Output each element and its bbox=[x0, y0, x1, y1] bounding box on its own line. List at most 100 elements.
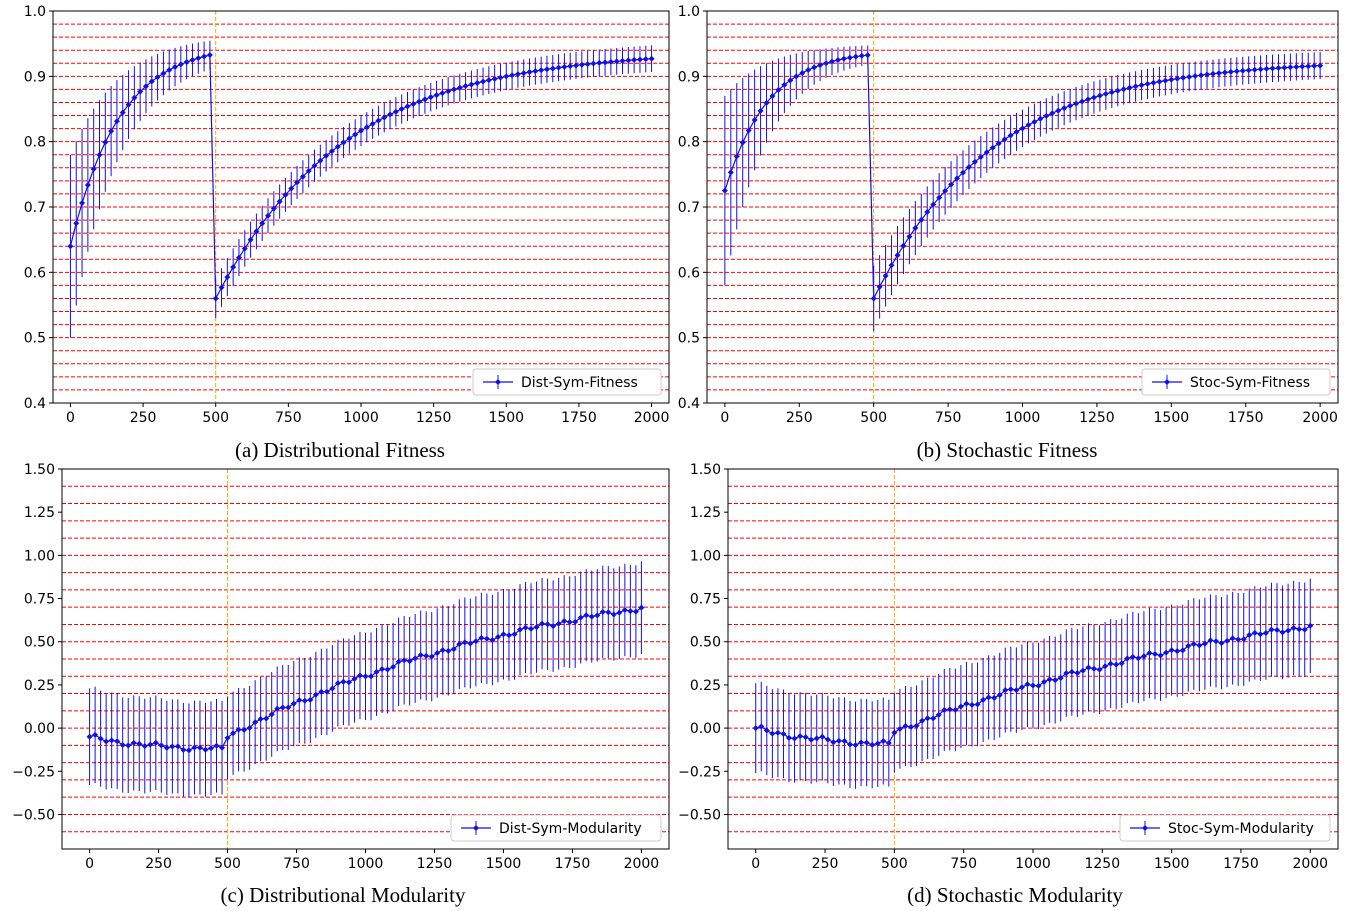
data-point bbox=[185, 747, 192, 754]
data-point bbox=[147, 741, 154, 748]
data-point bbox=[252, 719, 259, 726]
data-point bbox=[528, 625, 535, 632]
data-point bbox=[573, 62, 580, 69]
x-tick-label: 0 bbox=[66, 410, 75, 426]
data-point bbox=[1186, 73, 1193, 80]
caption-b: (b) Stochastic Fitness bbox=[917, 438, 1098, 462]
data-point bbox=[373, 668, 380, 675]
data-point bbox=[1293, 63, 1300, 70]
data-point bbox=[169, 743, 176, 750]
legend-label: Stoc-Sym-Fitness bbox=[1190, 375, 1310, 391]
data-point bbox=[763, 727, 770, 734]
data-point bbox=[919, 717, 926, 724]
x-tick-label: 1750 bbox=[555, 856, 591, 872]
x-tick-label: 1500 bbox=[1154, 856, 1190, 872]
y-tick-label: 0.7 bbox=[678, 200, 700, 216]
data-point bbox=[125, 742, 132, 749]
x-tick-label: 250 bbox=[786, 410, 813, 426]
data-point bbox=[1002, 687, 1009, 694]
data-point bbox=[769, 93, 776, 100]
x-tick-label: 500 bbox=[214, 856, 241, 872]
data-point bbox=[539, 620, 546, 627]
data-point bbox=[621, 606, 628, 613]
data-point bbox=[817, 62, 824, 69]
plot-area bbox=[707, 11, 1338, 403]
data-point bbox=[1046, 676, 1053, 683]
data-point bbox=[491, 75, 498, 82]
panel-stochastic-fitness: 0 250 500 750 1000 1250 1500 1750 2000 0.4 0.5 0.6 0… bbox=[678, 4, 1339, 426]
x-tick-label: 1250 bbox=[1079, 410, 1115, 426]
data-point bbox=[948, 181, 955, 188]
data-point bbox=[439, 647, 446, 654]
panel-distributional-modularity: 0 250 500 750 1000 1250 1500 1750 2000 −0.50 −0.25… bbox=[12, 462, 670, 872]
data-point bbox=[334, 143, 341, 150]
data-point bbox=[1307, 622, 1314, 629]
data-point bbox=[1285, 627, 1292, 634]
data-point bbox=[369, 120, 376, 127]
data-point bbox=[894, 252, 901, 259]
data-point bbox=[1262, 630, 1269, 637]
data-point bbox=[247, 236, 254, 243]
data-point bbox=[787, 77, 794, 84]
data-point bbox=[362, 673, 369, 680]
data-point bbox=[1043, 112, 1050, 119]
legend: Stoc-Sym-Fitness bbox=[1141, 368, 1331, 396]
data-point bbox=[503, 73, 510, 80]
data-point bbox=[1063, 670, 1070, 677]
data-point bbox=[1168, 76, 1175, 83]
data-point bbox=[902, 722, 909, 729]
y-tick-label: 1.00 bbox=[690, 548, 721, 564]
data-point bbox=[572, 618, 579, 625]
data-point bbox=[456, 641, 463, 648]
data-point bbox=[823, 60, 830, 67]
x-tick-label: 2000 bbox=[1302, 410, 1338, 426]
data-point bbox=[763, 99, 770, 106]
data-point bbox=[625, 57, 632, 64]
x-tick-label: 2000 bbox=[1292, 856, 1328, 872]
x-tick-label: 750 bbox=[275, 410, 302, 426]
data-point bbox=[279, 704, 286, 711]
data-point bbox=[363, 124, 370, 131]
data-point bbox=[257, 716, 264, 723]
data-point bbox=[500, 631, 507, 638]
data-point bbox=[461, 639, 468, 646]
data-point bbox=[318, 688, 325, 695]
data-point bbox=[1024, 681, 1031, 688]
data-point bbox=[942, 187, 949, 194]
data-point bbox=[212, 295, 219, 302]
data-point bbox=[137, 88, 144, 95]
data-point bbox=[90, 165, 97, 172]
data-point bbox=[638, 604, 645, 611]
data-point bbox=[1073, 100, 1080, 107]
x-tick-label: 1750 bbox=[561, 410, 597, 426]
data-point bbox=[224, 274, 231, 281]
data-point bbox=[356, 672, 363, 679]
data-point bbox=[1281, 64, 1288, 71]
data-point bbox=[550, 623, 557, 630]
data-point bbox=[930, 201, 937, 208]
data-point bbox=[858, 52, 865, 59]
data-point bbox=[345, 679, 352, 686]
data-point bbox=[1019, 125, 1026, 132]
panel-stochastic-modularity: 0 250 500 750 1000 1250 1500 1750 2000 −0.50 −0.25… bbox=[678, 462, 1339, 872]
data-point bbox=[538, 67, 545, 74]
data-point bbox=[1030, 682, 1036, 689]
legend: Dist-Sym-Modularity bbox=[450, 814, 662, 842]
data-point bbox=[991, 694, 998, 701]
x-tick-label: 0 bbox=[720, 410, 729, 426]
data-point bbox=[811, 64, 818, 71]
data-point bbox=[840, 55, 847, 62]
y-tick-label: 0.8 bbox=[678, 135, 700, 151]
data-point bbox=[406, 658, 413, 665]
data-point bbox=[847, 741, 853, 748]
data-point bbox=[445, 88, 452, 95]
data-point bbox=[189, 56, 196, 63]
data-point bbox=[946, 706, 953, 713]
data-point bbox=[152, 739, 159, 746]
y-tick-label: 0.25 bbox=[24, 678, 55, 694]
data-point bbox=[421, 96, 428, 103]
data-point bbox=[1140, 653, 1147, 660]
legend-box bbox=[1119, 814, 1331, 842]
y-tick-label: 0.9 bbox=[24, 69, 46, 85]
data-point bbox=[1162, 77, 1169, 84]
